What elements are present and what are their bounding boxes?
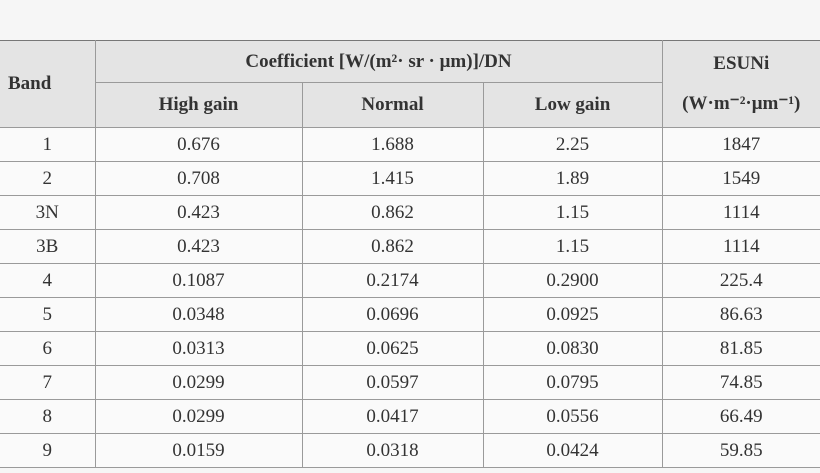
table-row: 5 0.0348 0.0696 0.0925 86.63: [0, 297, 820, 332]
table-body: 1 0.676 1.688 2.25 1847 2 0.708 1.415 1.89 1549 3N…: [0, 127, 820, 468]
data-table: Band Coefficient [W/(m²· sr · μm)]/DN ES…: [0, 40, 820, 468]
table-cell: 0.0424: [482, 433, 663, 468]
table-cell: 0.0159: [94, 433, 303, 468]
header-text: (W·m⁻²·μm⁻¹): [682, 93, 801, 114]
table-cell: 0.0299: [94, 365, 303, 400]
table-cell: 9: [0, 433, 96, 468]
table-cell: 3N: [0, 195, 96, 230]
table-cell: 225.4: [661, 263, 820, 298]
header-cell: Band: [0, 40, 96, 128]
table-row: 8 0.0299 0.0417 0.0556 66.49: [0, 399, 820, 434]
table-row: 1 0.676 1.688 2.25 1847: [0, 127, 820, 162]
table-cell: 0.0417: [301, 399, 484, 434]
table-row: 2 0.708 1.415 1.89 1549: [0, 161, 820, 196]
header-cell: Coefficient [W/(m²· sr · μm)]/DN: [94, 40, 663, 83]
table-cell: 0.0625: [301, 331, 484, 366]
header-cell: High gain: [95, 82, 303, 128]
table-cell: 6: [0, 331, 96, 366]
table-cell: 0.708: [94, 161, 303, 196]
table-cell: 0.0313: [94, 331, 303, 366]
table-row: 4 0.1087 0.2174 0.2900 225.4: [0, 263, 820, 298]
header-cell: Low gain: [482, 82, 663, 128]
table-cell: 81.85: [661, 331, 820, 366]
table-cell: 1: [0, 127, 96, 162]
table-cell: 1549: [661, 161, 820, 196]
table-cell: 0.0299: [94, 399, 303, 434]
table-row: 6 0.0313 0.0625 0.0830 81.85: [0, 331, 820, 366]
table-cell: 4: [0, 263, 96, 298]
table-cell: 0.0830: [482, 331, 663, 366]
table-cell: 0.423: [94, 229, 303, 264]
table-cell: 5: [0, 297, 96, 332]
table-cell: 0.0925: [482, 297, 663, 332]
table-cell: 1847: [661, 127, 820, 162]
header-text: ESUNi: [713, 53, 770, 74]
table-cell: 66.49: [661, 399, 820, 434]
table-cell: 1.15: [482, 195, 663, 230]
table-row: 9 0.0159 0.0318 0.0424 59.85: [0, 433, 820, 468]
table-cell: 0.676: [94, 127, 303, 162]
table-cell: 0.0348: [94, 297, 303, 332]
table-header: Band Coefficient [W/(m²· sr · μm)]/DN ES…: [0, 40, 820, 128]
header-row: High gain Normal Low gain: [0, 82, 820, 128]
table-cell: 8: [0, 399, 96, 434]
table-cell: 1.15: [482, 229, 663, 264]
table-cell: 0.862: [301, 195, 484, 230]
table-cell: 0.0318: [301, 433, 484, 468]
table-cell: 0.1087: [94, 263, 303, 298]
table-cell: 0.0556: [482, 399, 663, 434]
table-cell: 59.85: [661, 433, 820, 468]
table-cell: 0.0795: [482, 365, 663, 400]
table-cell: 0.0597: [301, 365, 484, 400]
table-cell: 1114: [661, 229, 820, 264]
table-cell: 2.25: [482, 127, 663, 162]
table-row: 3B 0.423 0.862 1.15 1114: [0, 229, 820, 264]
table-cell: 1.89: [482, 161, 663, 196]
table-cell: 74.85: [661, 365, 820, 400]
table-cell: 3B: [0, 229, 96, 264]
table-cell: 0.0696: [301, 297, 484, 332]
table-row: 3N 0.423 0.862 1.15 1114: [0, 195, 820, 230]
header-cell: ESUNi (W·m⁻²·μm⁻¹): [661, 40, 820, 128]
table-cell: 1.688: [301, 127, 484, 162]
table-cell: 2: [0, 161, 96, 196]
table-cell: 0.862: [301, 229, 484, 264]
table-cell: 86.63: [661, 297, 820, 332]
table-cell: 1.415: [301, 161, 484, 196]
header-cell: Normal: [301, 82, 484, 128]
table-cell: 1114: [661, 195, 820, 230]
table-row: 7 0.0299 0.0597 0.0795 74.85: [0, 365, 820, 400]
table-cell: 0.2900: [482, 263, 663, 298]
header-row: Band Coefficient [W/(m²· sr · μm)]/DN ES…: [0, 40, 820, 128]
table-cell: 0.2174: [301, 263, 484, 298]
table-cell: 0.423: [94, 195, 303, 230]
table-cell: 7: [0, 365, 96, 400]
